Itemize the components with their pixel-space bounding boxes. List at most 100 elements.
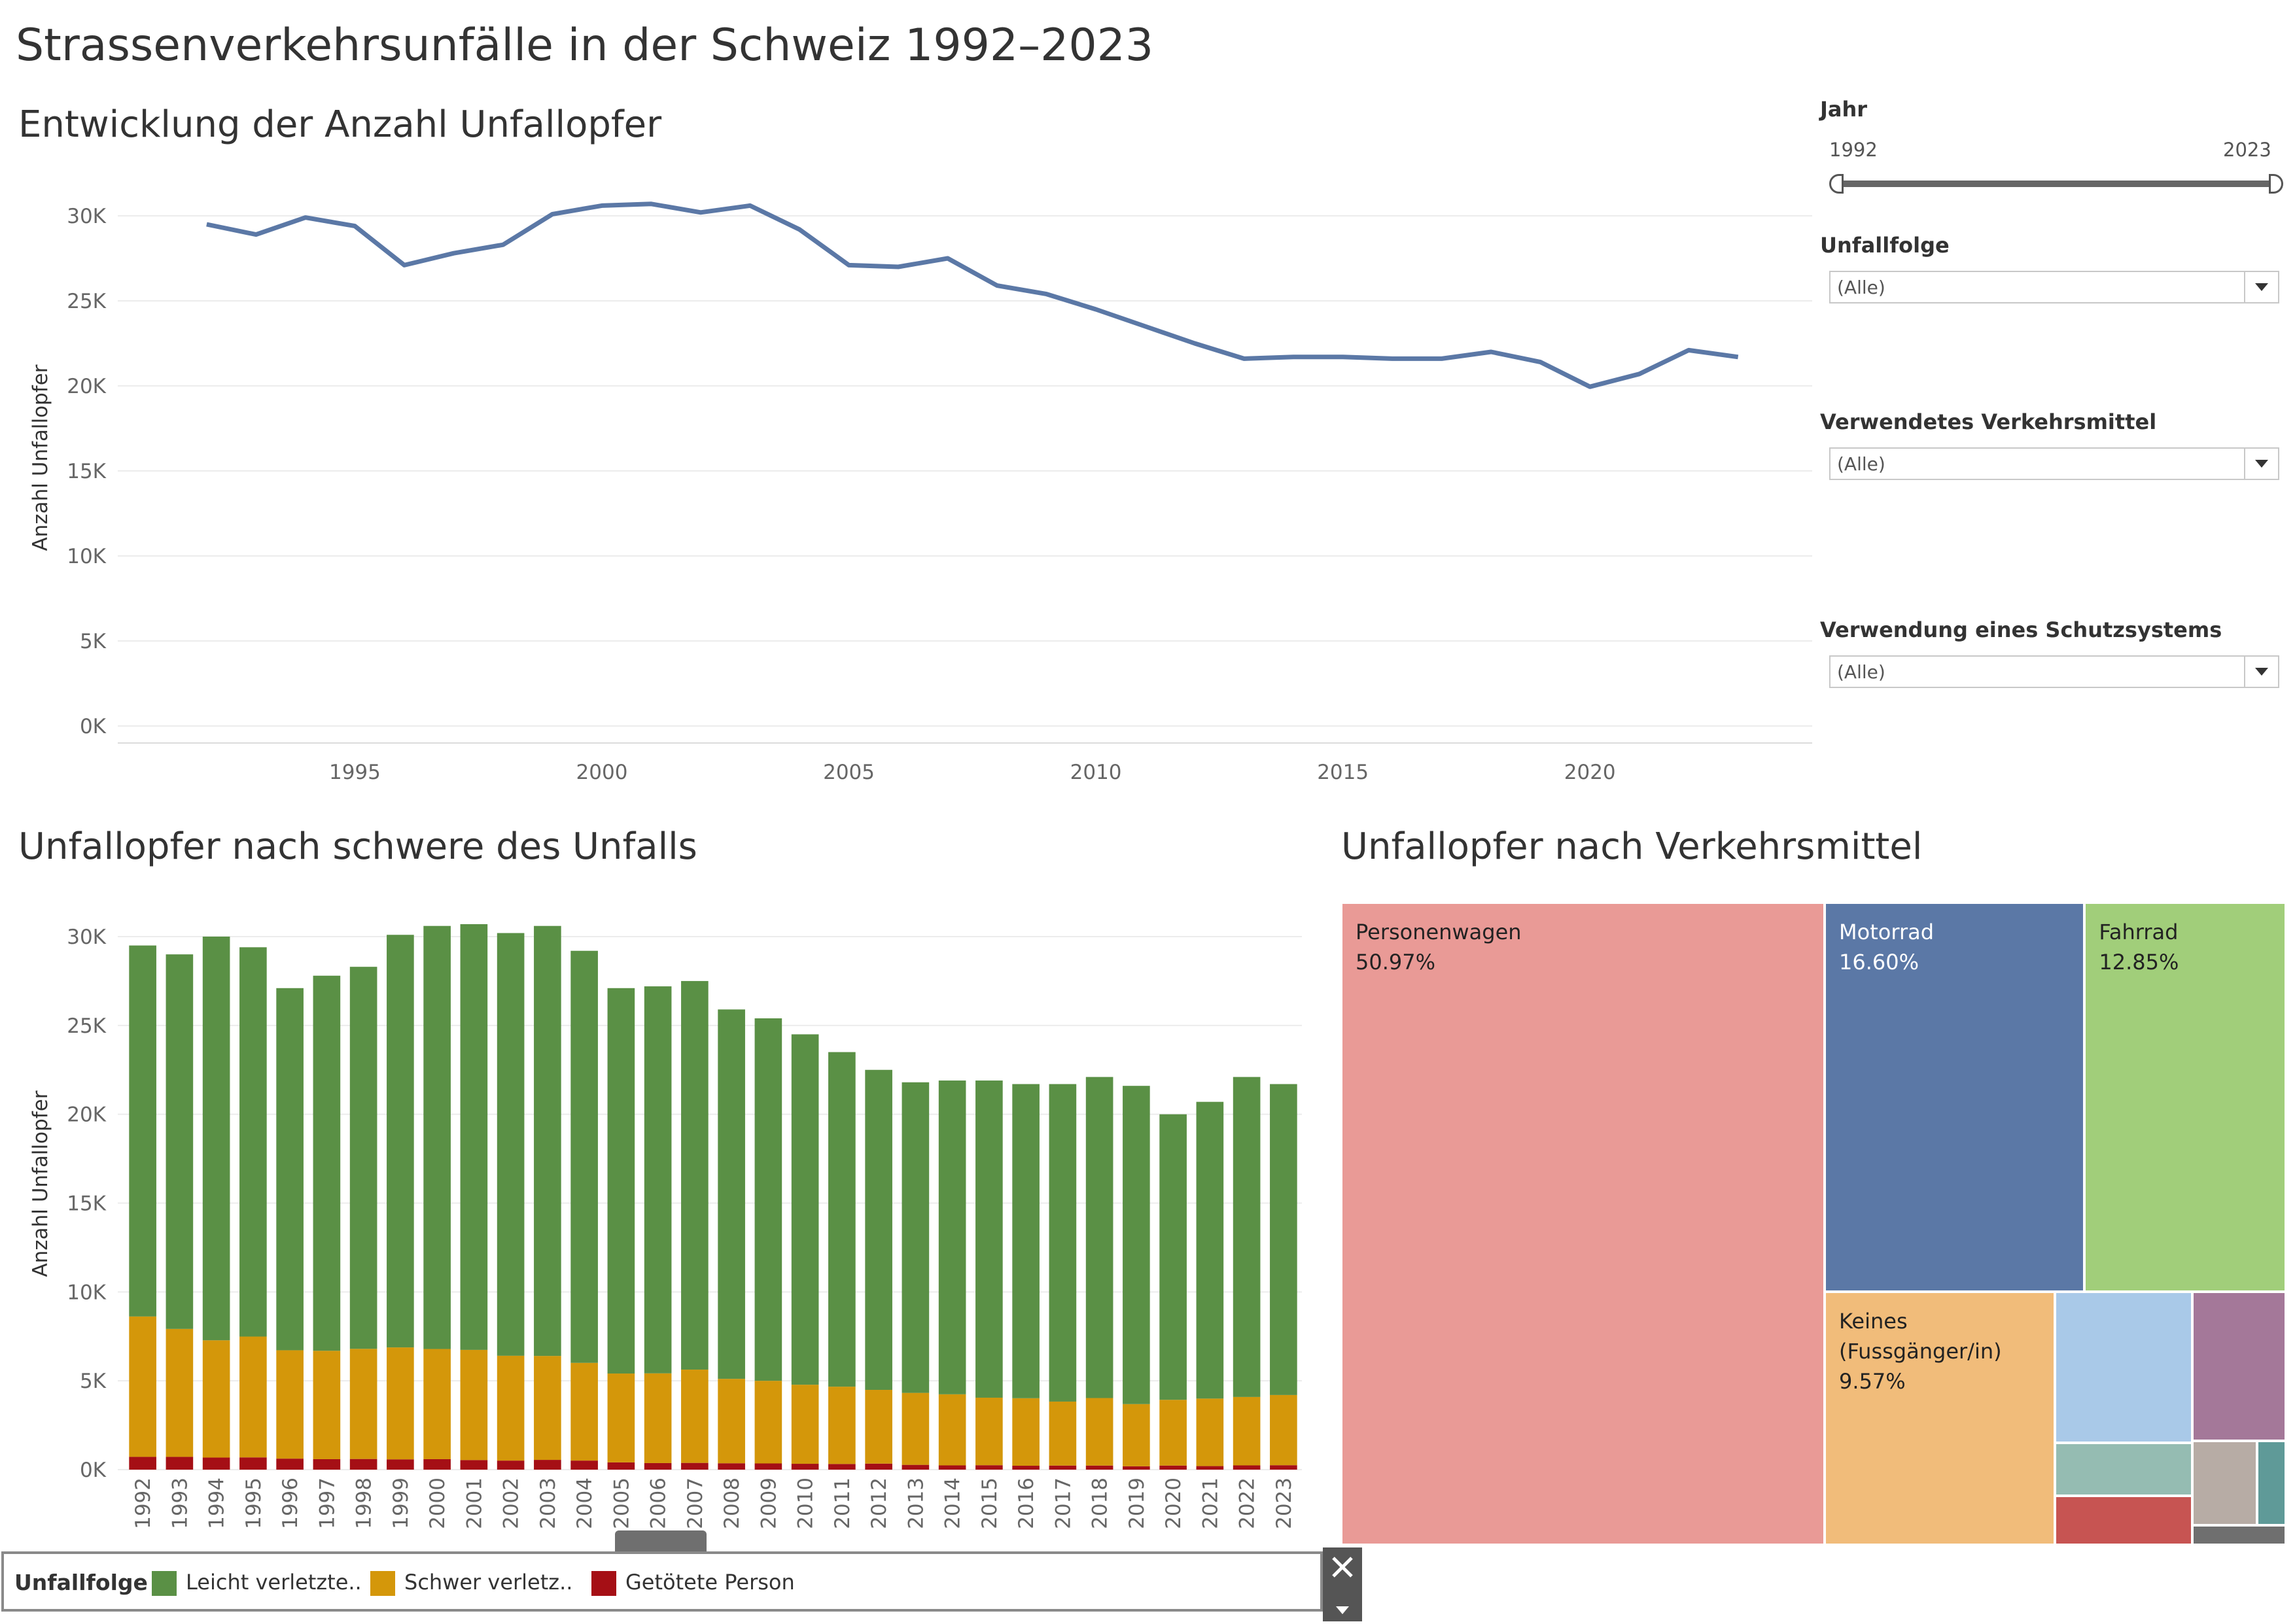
bar-segment[interactable] (1012, 1466, 1040, 1470)
bar-segment[interactable] (1159, 1114, 1187, 1400)
treemap-cell[interactable] (2054, 1291, 2192, 1443)
bar-segment[interactable] (791, 1034, 819, 1385)
bar-segment[interactable] (644, 986, 672, 1373)
bar-segment[interactable] (681, 980, 709, 1370)
bar-segment[interactable] (1270, 1394, 1297, 1466)
treemap-cell[interactable] (2054, 1496, 2192, 1545)
bar-segment[interactable] (607, 1373, 635, 1462)
bar-segment[interactable] (534, 1356, 561, 1460)
bar-segment[interactable] (570, 1362, 598, 1461)
bar-segment[interactable] (1085, 1465, 1113, 1470)
legend[interactable]: Unfallfolge Leicht verletzte.. Schwer ve… (1, 1551, 1323, 1612)
bar-segment[interactable] (313, 975, 341, 1351)
bar-segment[interactable] (865, 1390, 892, 1464)
bar-segment[interactable] (1270, 1465, 1297, 1470)
line-data-point[interactable] (1337, 351, 1350, 364)
legend-item-leicht[interactable]: Leicht verletzte.. (186, 1570, 362, 1595)
bar-segment[interactable] (607, 988, 635, 1374)
bar-segment[interactable] (1049, 1084, 1077, 1402)
bar-segment[interactable] (681, 1462, 709, 1470)
bar-segment[interactable] (1233, 1465, 1261, 1470)
treemap-cell[interactable]: Fahrrad 12.85% (2084, 903, 2286, 1292)
line-data-point[interactable] (447, 247, 460, 260)
bar-segment[interactable] (644, 1373, 672, 1463)
bar-segment[interactable] (202, 937, 230, 1341)
bar-segment[interactable] (1196, 1466, 1224, 1470)
bar-segment[interactable] (1123, 1466, 1150, 1470)
bar-segment[interactable] (754, 1018, 782, 1381)
line-data-point[interactable] (1633, 368, 1646, 381)
treemap-cell[interactable] (2192, 1291, 2286, 1442)
verkehrsmittel-dropdown[interactable]: (Alle) (1829, 447, 2279, 480)
treemap-cell[interactable]: Keines (Fussgänger/in) 9.57% (1825, 1291, 2055, 1545)
bar-segment[interactable] (1233, 1396, 1261, 1466)
bar-chart[interactable]: 0K 5K 10K 15K 20K 25K 30K Anzahl Unfallopfer 1… (0, 890, 1308, 1544)
line-data-point[interactable] (249, 228, 262, 241)
schutzsystem-dropdown-button[interactable] (2244, 657, 2278, 687)
line-series-path[interactable] (206, 201, 1739, 389)
bar-segment[interactable] (1012, 1398, 1040, 1466)
treemap-cell[interactable]: Motorrad 16.60% (1825, 903, 2085, 1292)
bar-segment[interactable] (1123, 1404, 1150, 1466)
line-data-point[interactable] (1238, 352, 1251, 365)
unfallfolge-dropdown[interactable]: (Alle) (1829, 271, 2279, 303)
bar-segment[interactable] (129, 1457, 156, 1470)
bar-segment[interactable] (460, 1460, 488, 1470)
treemap-cell[interactable] (2192, 1525, 2286, 1545)
line-chart-series[interactable] (200, 198, 1745, 394)
line-data-point[interactable] (1732, 351, 1745, 364)
bar-segment[interactable] (534, 925, 561, 1356)
bar-segment[interactable] (534, 1460, 561, 1470)
line-data-point[interactable] (941, 252, 955, 265)
legend-swatch-schwer[interactable] (370, 1571, 395, 1596)
bar-segment[interactable] (975, 1465, 1003, 1470)
line-data-point[interactable] (1089, 303, 1102, 316)
line-data-point[interactable] (595, 199, 608, 212)
year-slider-max-handle[interactable] (2269, 174, 2283, 194)
line-data-point[interactable] (1484, 345, 1498, 358)
treemap-cell[interactable] (2054, 1442, 2192, 1496)
legend-swatch-leicht[interactable] (152, 1571, 177, 1596)
bar-segment[interactable] (1049, 1401, 1077, 1466)
bar-segment[interactable] (975, 1397, 1003, 1466)
year-slider-min-handle[interactable] (1829, 174, 1844, 194)
bar-segment[interactable] (1233, 1077, 1261, 1397)
line-data-point[interactable] (200, 218, 213, 231)
bar-segment[interactable] (791, 1464, 819, 1470)
bar-segment[interactable] (276, 988, 304, 1351)
bar-segment[interactable] (570, 950, 598, 1363)
bar-segment[interactable] (276, 1350, 304, 1459)
verkehrsmittel-dropdown-button[interactable] (2244, 449, 2278, 479)
bar-segment[interactable] (349, 967, 377, 1349)
bar-segment[interactable] (828, 1464, 856, 1470)
bar-segment[interactable] (387, 1459, 414, 1470)
bar-segment[interactable] (865, 1069, 892, 1391)
bar-segment[interactable] (129, 945, 156, 1317)
bar-segment[interactable] (202, 1340, 230, 1458)
bar-segment[interactable] (791, 1385, 819, 1464)
bar-segment[interactable] (497, 933, 525, 1356)
line-data-point[interactable] (1682, 343, 1695, 356)
bar-segment[interactable] (202, 1457, 230, 1470)
bar-segment[interactable] (902, 1464, 930, 1470)
line-data-point[interactable] (546, 207, 559, 220)
bar-segment[interactable] (387, 1347, 414, 1460)
bar-segment[interactable] (166, 954, 194, 1329)
bar-segment[interactable] (497, 1460, 525, 1470)
bar-segment[interactable] (423, 1349, 451, 1459)
bar-segment[interactable] (239, 1457, 267, 1470)
line-chart[interactable]: 0K 5K 10K 15K 20K 25K 30K 1995 2000 2005 2010 2015… (0, 157, 1819, 798)
bar-segment[interactable] (387, 935, 414, 1348)
bar-segment[interactable] (1085, 1077, 1113, 1398)
bar-segment[interactable] (313, 1351, 341, 1459)
bar-segment[interactable] (1159, 1400, 1187, 1466)
legend-drag-handle[interactable] (615, 1530, 707, 1553)
bar-segment[interactable] (902, 1392, 930, 1465)
bar-segment[interactable] (1196, 1101, 1224, 1399)
bar-segment[interactable] (754, 1463, 782, 1470)
line-data-point[interactable] (1583, 380, 1596, 393)
bar-segment[interactable] (460, 1349, 488, 1460)
legend-swatch-getoetet[interactable] (591, 1571, 616, 1596)
bar-segment[interactable] (681, 1370, 709, 1463)
bar-segment[interactable] (865, 1463, 892, 1470)
